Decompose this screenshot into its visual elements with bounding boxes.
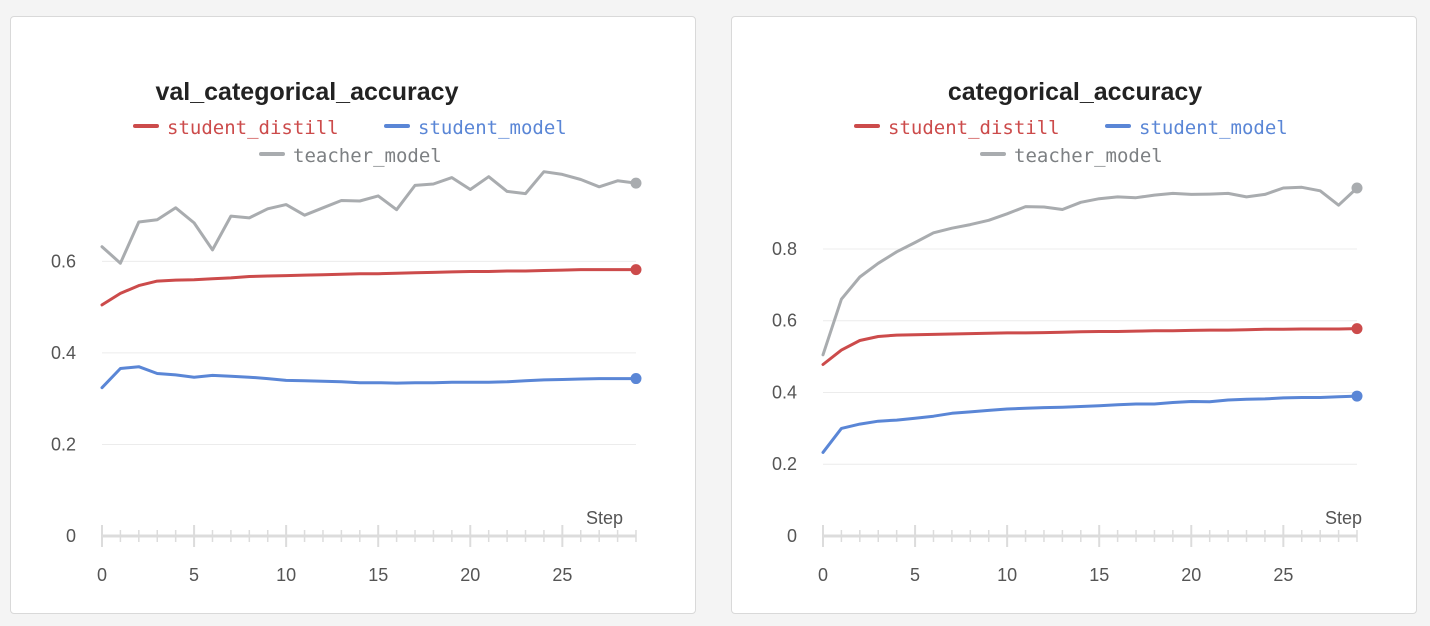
y-tick-label: 0.4 xyxy=(772,382,797,402)
chart-panel-categorical-accuracy: categorical_accuracy student_distill stu… xyxy=(731,16,1417,614)
legend-label-student-distill[interactable]: student_distill xyxy=(888,117,1060,139)
series-line-student-distill[interactable] xyxy=(100,268,638,307)
chart-svg: val_categorical_accuracy student_distill… xyxy=(51,78,642,585)
series-endpoint-teacher-model[interactable] xyxy=(1351,182,1363,194)
legend-label-student-distill[interactable]: student_distill xyxy=(167,117,339,139)
x-axis-title: Step xyxy=(586,508,623,528)
series-endpoint-student-distill[interactable] xyxy=(1351,323,1363,335)
x-tick-label: 10 xyxy=(276,565,296,585)
series-line-student-model[interactable] xyxy=(821,394,1359,454)
series-endpoint-student-distill[interactable] xyxy=(630,264,642,276)
x-tick-label: 15 xyxy=(368,565,388,585)
series-endpoint-teacher-model[interactable] xyxy=(630,177,642,189)
grid xyxy=(823,248,1357,465)
x-tick-label: 10 xyxy=(997,565,1017,585)
series-line-student-model[interactable] xyxy=(100,365,638,390)
x-tick-label: 15 xyxy=(1089,565,1109,585)
x-tick-label: 0 xyxy=(97,565,107,585)
grid xyxy=(102,260,636,445)
chart-panel-val-categorical-accuracy: val_categorical_accuracy student_distill… xyxy=(10,16,696,614)
legend: student_distill student_model teacher_mo… xyxy=(854,117,1288,167)
legend-label-student-model[interactable]: student_model xyxy=(1139,117,1288,139)
chart-title: categorical_accuracy xyxy=(948,78,1202,106)
x-tick-label: 5 xyxy=(910,565,920,585)
y-tick-label: 0.6 xyxy=(772,311,797,331)
y-tick-label: 0.4 xyxy=(51,343,76,363)
y-tick-label: 0 xyxy=(787,526,797,546)
series-endpoint-student-model[interactable] xyxy=(630,373,642,385)
series-line-teacher-model[interactable] xyxy=(100,170,638,265)
x-tick-label: 20 xyxy=(460,565,480,585)
chart-title: val_categorical_accuracy xyxy=(156,78,459,106)
y-tick-label: 0 xyxy=(66,526,76,546)
y-ticks: 0 0.2 0.4 0.6 xyxy=(51,251,76,546)
x-axis-title: Step xyxy=(1325,508,1362,528)
y-tick-label: 0.8 xyxy=(772,239,797,259)
series-line-student-distill[interactable] xyxy=(821,327,1359,366)
chart-svg: categorical_accuracy student_distill stu… xyxy=(772,78,1363,585)
series-line-teacher-model[interactable] xyxy=(821,185,1359,357)
x-axis: 0 5 10 15 20 25 xyxy=(97,525,637,585)
series-endpoint-student-model[interactable] xyxy=(1351,390,1363,402)
x-tick-label: 25 xyxy=(552,565,572,585)
x-tick-label: 5 xyxy=(189,565,199,585)
plot-lines xyxy=(821,182,1363,454)
plot-lines xyxy=(100,170,642,390)
y-tick-label: 0.6 xyxy=(51,251,76,271)
legend: student_distill student_model teacher_mo… xyxy=(133,117,567,167)
x-tick-label: 25 xyxy=(1273,565,1293,585)
y-tick-label: 0.2 xyxy=(772,454,797,474)
legend-label-student-model[interactable]: student_model xyxy=(418,117,567,139)
x-tick-label: 20 xyxy=(1181,565,1201,585)
x-axis: 0 5 10 15 20 25 xyxy=(818,525,1358,585)
y-ticks: 0 0.2 0.4 0.6 0.8 xyxy=(772,239,797,546)
x-tick-label: 0 xyxy=(818,565,828,585)
y-tick-label: 0.2 xyxy=(51,434,76,454)
legend-label-teacher-model[interactable]: teacher_model xyxy=(1014,145,1163,167)
legend-label-teacher-model[interactable]: teacher_model xyxy=(293,145,442,167)
